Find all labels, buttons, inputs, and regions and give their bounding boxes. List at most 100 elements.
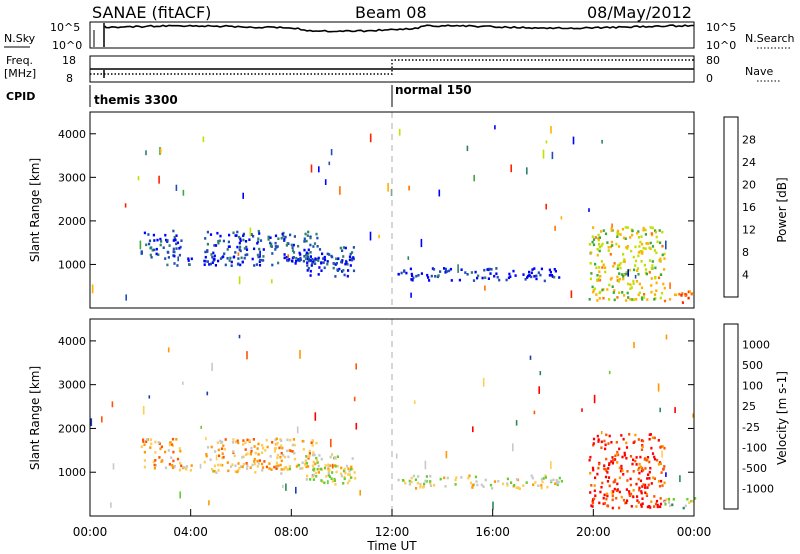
range-cell bbox=[597, 233, 600, 237]
range-cell bbox=[203, 460, 206, 464]
range-cell bbox=[610, 441, 613, 444]
range-cell bbox=[242, 455, 245, 459]
range-cell bbox=[648, 271, 651, 274]
range-cell bbox=[620, 467, 623, 471]
range-cell bbox=[329, 464, 332, 467]
range-cell bbox=[416, 481, 419, 485]
range-cell bbox=[238, 466, 241, 470]
range-cell bbox=[622, 253, 625, 256]
range-cell bbox=[206, 242, 209, 246]
range-cell bbox=[224, 263, 227, 267]
velocity-panel: 1000 2000 3000 4000 00:00 04:00 08:00 12:00 16:… bbox=[28, 318, 789, 553]
range-cell bbox=[410, 476, 413, 480]
range-cell bbox=[219, 234, 222, 238]
range-cell bbox=[464, 271, 467, 274]
range-cell bbox=[154, 464, 157, 467]
range-cell bbox=[645, 493, 648, 496]
range-cell bbox=[657, 463, 661, 466]
range-cell bbox=[257, 442, 260, 446]
range-cell bbox=[525, 481, 528, 484]
colorbar-tick-label: 28 bbox=[742, 134, 756, 147]
range-cell bbox=[653, 505, 656, 508]
range-cell bbox=[259, 250, 261, 258]
range-cell bbox=[236, 245, 239, 249]
range-cell bbox=[148, 395, 151, 399]
range-cell bbox=[320, 269, 323, 272]
range-cell bbox=[175, 234, 178, 237]
range-cell bbox=[347, 269, 350, 272]
range-cell bbox=[304, 459, 307, 462]
range-cell bbox=[650, 267, 653, 270]
range-cell bbox=[265, 438, 268, 442]
range-cell bbox=[637, 254, 640, 258]
range-cell bbox=[212, 251, 215, 255]
range-cell bbox=[348, 479, 351, 482]
range-cell bbox=[651, 436, 654, 439]
range-cell bbox=[298, 259, 301, 263]
range-cell bbox=[605, 492, 609, 496]
range-cell bbox=[244, 441, 247, 445]
range-cell bbox=[588, 298, 591, 301]
range-cell bbox=[527, 274, 530, 278]
range-cell bbox=[284, 466, 287, 469]
range-cell bbox=[143, 465, 146, 469]
range-cell bbox=[306, 269, 309, 272]
velocity-ylabel: Slant Range [km] bbox=[28, 366, 42, 470]
nave-tick-bottom: 0 bbox=[706, 72, 713, 85]
range-cell bbox=[306, 264, 309, 267]
range-cell bbox=[350, 467, 353, 471]
range-cell bbox=[182, 189, 185, 196]
range-cell bbox=[596, 248, 599, 251]
range-cell bbox=[307, 248, 310, 252]
range-cell bbox=[663, 446, 666, 450]
range-cell bbox=[638, 462, 641, 466]
range-cell bbox=[646, 456, 650, 459]
range-cell bbox=[142, 406, 145, 415]
range-cell bbox=[634, 433, 637, 437]
range-cell bbox=[608, 462, 611, 465]
range-cell bbox=[592, 468, 595, 472]
range-cell bbox=[307, 252, 310, 255]
range-cell bbox=[533, 267, 536, 270]
range-cell bbox=[310, 441, 313, 444]
range-cell bbox=[298, 251, 301, 255]
range-cell bbox=[610, 240, 614, 244]
range-cell bbox=[336, 455, 339, 458]
range-cell bbox=[543, 279, 546, 283]
range-cell bbox=[615, 242, 618, 246]
range-cell bbox=[251, 257, 254, 261]
range-cell bbox=[651, 264, 654, 267]
range-cell bbox=[254, 471, 257, 474]
range-cell bbox=[556, 481, 559, 485]
range-cell bbox=[645, 272, 648, 276]
range-cell bbox=[632, 279, 635, 283]
range-cell bbox=[291, 450, 294, 453]
range-cell bbox=[208, 263, 211, 266]
range-cell bbox=[305, 239, 308, 243]
range-cell bbox=[331, 463, 334, 469]
range-cell bbox=[307, 230, 310, 234]
range-cell bbox=[690, 292, 693, 296]
range-cell bbox=[598, 462, 601, 466]
range-cell bbox=[172, 250, 175, 253]
range-cell bbox=[475, 480, 478, 483]
range-cell bbox=[600, 230, 603, 233]
range-cell bbox=[534, 481, 537, 484]
range-cell bbox=[604, 447, 607, 451]
range-cell bbox=[314, 412, 317, 421]
range-cell bbox=[314, 462, 317, 466]
nave-tick-top: 80 bbox=[706, 54, 720, 67]
colorbar-tick-label: -1000 bbox=[742, 482, 774, 495]
range-cell bbox=[312, 478, 315, 481]
range-cell bbox=[343, 475, 346, 479]
range-cell bbox=[281, 232, 284, 236]
range-cell bbox=[214, 264, 217, 267]
range-cell bbox=[679, 475, 681, 483]
range-cell bbox=[623, 260, 626, 263]
range-cell bbox=[210, 253, 213, 256]
range-cell bbox=[258, 459, 261, 462]
range-cell bbox=[142, 438, 145, 442]
range-cell bbox=[651, 452, 655, 455]
range-cell bbox=[633, 268, 636, 272]
range-cell bbox=[597, 277, 600, 281]
